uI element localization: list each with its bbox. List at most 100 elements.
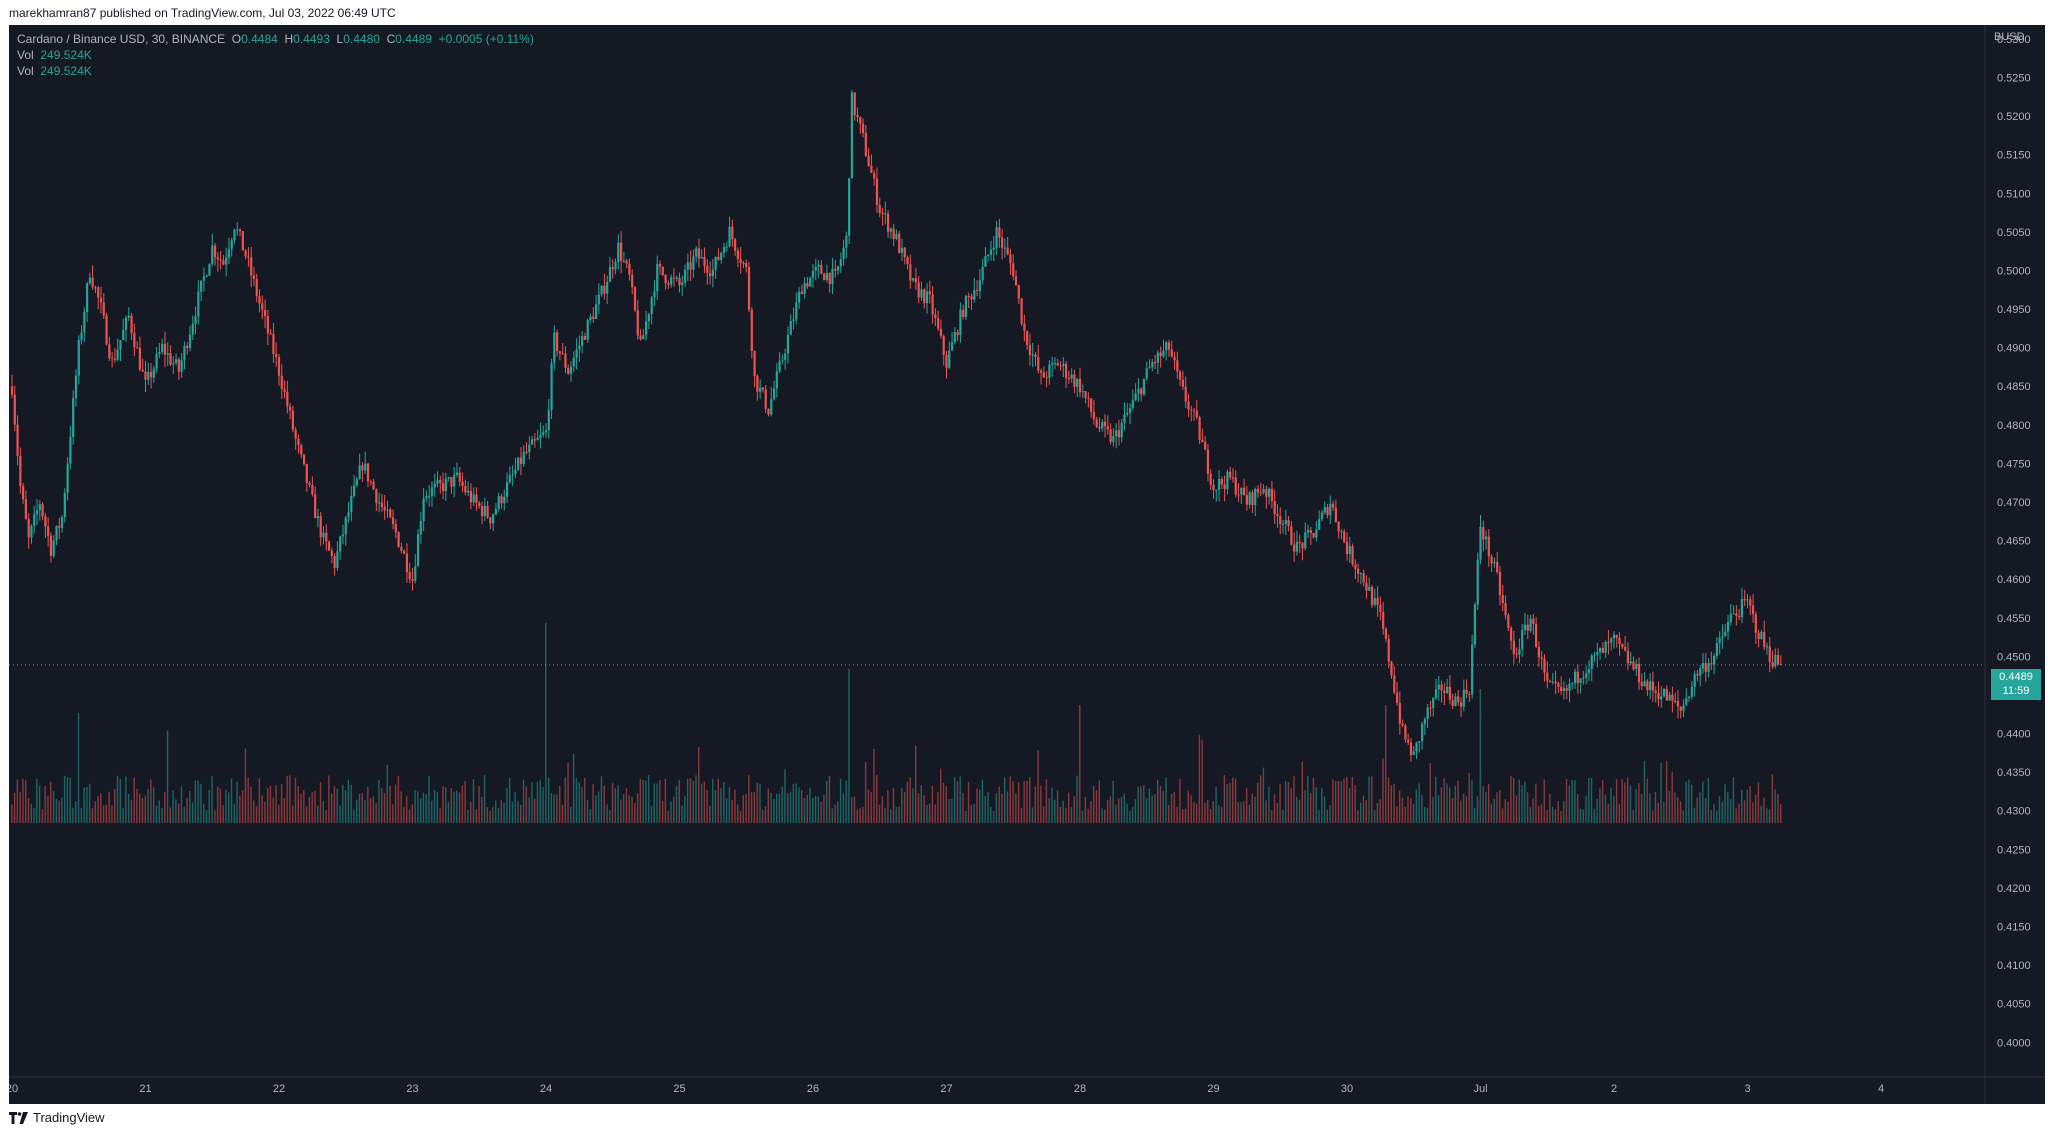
candle-body <box>853 92 856 116</box>
candle-body <box>597 294 600 305</box>
vol-value-2: 249.524K <box>40 64 92 78</box>
candle-body <box>1345 541 1349 555</box>
candle-body <box>503 496 506 504</box>
tradingview-footer[interactable]: TradingView <box>9 1110 105 1125</box>
volume-bar <box>520 804 522 823</box>
candle-body <box>322 532 325 538</box>
volume-bar <box>364 800 366 823</box>
volume-bar <box>1154 794 1156 823</box>
volume-bar <box>1571 779 1573 823</box>
candle-body <box>1070 374 1073 379</box>
volume-bar <box>1143 785 1145 823</box>
volume-bar <box>58 800 60 823</box>
volume-bar <box>856 809 858 823</box>
candle-body <box>1529 618 1532 631</box>
chart-frame[interactable]: 0.4000 0.4050 0.4100 0.4150 0.4200 0.4250 0.43… <box>9 25 2045 1104</box>
candle-body <box>361 465 364 471</box>
candle-body <box>1306 530 1310 533</box>
candle-body <box>1462 689 1465 707</box>
volume-bar <box>642 779 644 823</box>
volume-bar <box>773 798 775 823</box>
volume-bar <box>1385 705 1387 823</box>
time-tick-label: Jul <box>1473 1083 1487 1095</box>
candle-body <box>480 505 484 517</box>
volume-bar <box>1404 806 1406 823</box>
candle-body <box>1048 364 1051 378</box>
volume-bar <box>684 795 686 823</box>
candle-body <box>1540 657 1543 659</box>
candle-body <box>1140 388 1143 395</box>
volume-bar <box>645 780 647 823</box>
candle-body <box>1676 700 1680 707</box>
candle-body <box>1248 492 1251 505</box>
volume-bar <box>876 775 878 823</box>
candle-body <box>975 289 979 292</box>
candle-body <box>1482 526 1485 540</box>
volume-bar <box>177 803 180 823</box>
volume-bar <box>1418 783 1420 823</box>
candle-body <box>1059 365 1062 367</box>
symbol-label[interactable]: Cardano / Binance USD, 30, BINANCE <box>17 32 226 46</box>
volume-bar <box>1510 775 1512 823</box>
candle-body <box>1621 644 1624 648</box>
candle-body <box>94 287 97 289</box>
price-tick-label: 0.4350 <box>1997 767 2031 779</box>
candle-body <box>372 481 375 490</box>
candle-body <box>948 350 951 368</box>
candle-body <box>544 430 548 433</box>
candle-body <box>1170 349 1173 357</box>
volume-bar <box>915 745 917 823</box>
volume-bar <box>172 790 174 823</box>
candle-body <box>1315 529 1318 538</box>
volume-bar <box>1162 791 1164 823</box>
volume-bar <box>1454 785 1456 823</box>
candle-body <box>458 472 461 482</box>
candle-body <box>1120 422 1123 438</box>
volume-bar <box>1657 802 1659 823</box>
volume-bar <box>1482 786 1484 823</box>
volume-bar <box>244 748 247 823</box>
candle-body <box>1343 531 1346 542</box>
volume-bar <box>414 790 416 823</box>
volume-bar <box>1326 809 1329 823</box>
volume-bar <box>100 793 102 823</box>
volume-bar <box>1732 777 1735 823</box>
volume-bar <box>1526 792 1529 823</box>
candle-body <box>1137 388 1140 394</box>
volume-bar <box>1076 775 1078 823</box>
candle-body <box>344 517 347 535</box>
volume-bar <box>1538 805 1540 823</box>
volume-bar <box>33 808 35 823</box>
volume-bar <box>673 796 675 823</box>
candlestick-chart[interactable]: 0.4000 0.4050 0.4100 0.4150 0.4200 0.4250 0.43… <box>9 25 2045 1104</box>
candle-body <box>658 263 662 267</box>
currency-label[interactable]: BUSD <box>1994 31 2025 43</box>
price-tick-label: 0.4500 <box>1997 651 2031 663</box>
candle-body <box>1565 688 1568 691</box>
candle-body <box>1607 642 1610 644</box>
volume-bar <box>1009 776 1011 823</box>
volume-bar <box>895 806 897 823</box>
candle-body <box>266 316 269 334</box>
candle-body <box>578 345 581 350</box>
candle-body <box>1031 354 1034 356</box>
volume-bar <box>636 793 639 823</box>
volume-bar <box>1763 797 1765 823</box>
candle-body <box>1523 624 1527 630</box>
volume-bar <box>269 786 272 823</box>
candle-body <box>1201 439 1204 443</box>
volume-bar <box>161 807 163 823</box>
volume-bar <box>147 788 149 823</box>
candle-body <box>1348 546 1351 555</box>
volume-bar <box>1382 758 1384 823</box>
candle-body <box>1615 634 1618 638</box>
candle-body <box>472 494 475 503</box>
candle-body <box>102 302 105 316</box>
volume-bar <box>550 793 553 823</box>
volume-bar <box>681 805 683 823</box>
candle-body <box>1512 640 1515 654</box>
volume-bar <box>823 794 825 823</box>
candle-body <box>425 496 428 499</box>
volume-bar <box>189 790 191 823</box>
volume-bar <box>464 781 466 823</box>
